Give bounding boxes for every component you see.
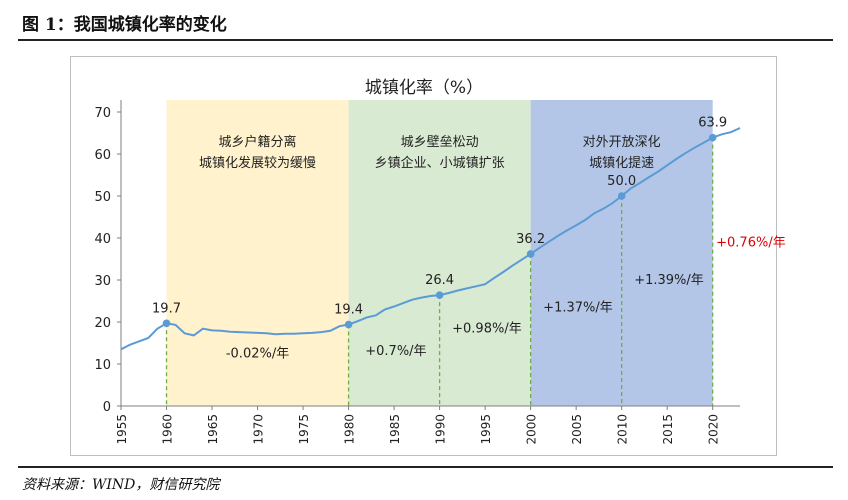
marker-label-1: 19.4 [334,303,363,318]
x-tick-label-1960: 1960 [161,414,175,445]
y-tick-label-40: 40 [94,232,111,247]
marker-point-0 [162,319,171,328]
rate-label-2: +0.98%/年 [452,322,522,337]
period-bands [166,100,713,406]
x-tick-label-1985: 1985 [388,414,402,445]
y-tick-label-0: 0 [103,400,111,415]
bottom-rule [18,466,833,468]
marker-label-4: 50.0 [607,174,636,189]
y-tick-label-50: 50 [94,190,111,205]
top-rule [18,39,833,41]
y-tick-labels: 0 10 20 30 40 50 60 70 [94,106,111,415]
period-label-0-1: 城镇化发展较为缓慢 [199,155,316,171]
marker-label-2: 26.4 [425,273,454,288]
x-tick-label-2015: 2015 [661,414,675,445]
marker-label-5: 63.9 [698,116,727,131]
marker-label-3: 36.2 [516,232,545,247]
rate-label-1: +0.7%/年 [365,344,426,359]
x-tick-label-1995: 1995 [479,414,493,445]
period-label-2-0: 对外开放深化 [583,135,661,150]
rate-label-0: -0.02%/年 [226,347,289,362]
y-tick-label-10: 10 [94,358,111,373]
marker-point-2 [435,291,444,299]
x-tick-label-2020: 2020 [707,414,721,445]
x-tick-label-1965: 1965 [206,414,220,445]
x-tick-label-2010: 2010 [616,414,630,445]
marker-point-3 [526,250,535,258]
y-tick-label-60: 60 [94,148,111,163]
axes [117,100,740,410]
rate-label-3: +1.37%/年 [543,301,613,316]
rate-label-5: +0.76%/年 [716,235,786,250]
series-lines [120,127,741,351]
x-tick-label-1990: 1990 [434,414,448,445]
x-tick-label-2000: 2000 [525,414,539,445]
x-tick-labels: 1955 1960 1965 1970 1975 1980 1985 1990 1995 2000… [115,414,721,445]
rate-label-4: +1.39%/年 [634,273,704,288]
period-band-0 [166,100,349,406]
x-tick-label-2005: 2005 [570,414,584,445]
marker-points [162,133,717,329]
chart-frame [70,56,777,456]
figure-title: 图 1：我国城镇化率的变化 [22,15,227,35]
period-label-0-0: 城乡户籍分离 [219,134,297,150]
x-tick-label-1980: 1980 [343,414,357,445]
marker-point-4 [617,192,626,200]
x-tick-label-1955: 1955 [115,414,129,445]
y-tick-label-30: 30 [94,274,111,289]
period-label-1-1: 乡镇企业、小城镇扩张 [375,155,505,171]
marker-point-1 [344,320,353,329]
y-tick-label-20: 20 [94,316,111,331]
source-note: 资料来源：WIND，财信研究院 [22,477,220,493]
marker-label-0: 19.7 [152,301,181,316]
period-label-2-1: 城镇化提速 [589,155,654,171]
x-tick-label-1970: 1970 [252,414,266,445]
x-tick-label-1975: 1975 [297,414,311,445]
chart-title: 城镇化率（%） [365,78,483,98]
vertical-guides [165,137,714,406]
y-tick-label-70: 70 [94,106,111,121]
marker-point-5 [708,133,717,142]
series-line-0 [120,127,741,351]
period-label-1-0: 城乡壁垒松动 [401,135,479,150]
